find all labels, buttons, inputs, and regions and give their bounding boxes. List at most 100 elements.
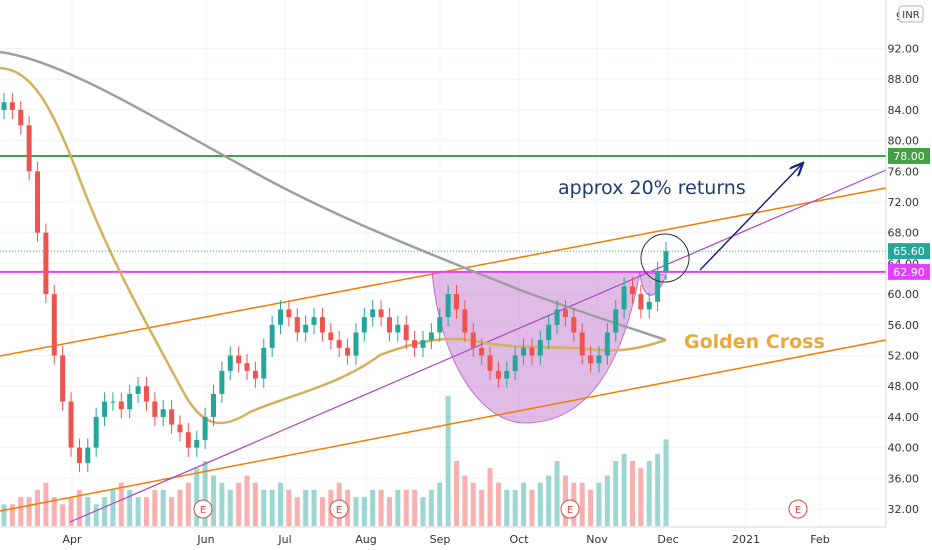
- time-tick-label: Dec: [657, 533, 678, 546]
- price-badge-label: 78.00: [893, 150, 925, 163]
- volume-bar: [663, 439, 669, 526]
- candle-body: [504, 370, 510, 379]
- volume-bar: [487, 468, 493, 526]
- volume-bar: [261, 489, 267, 526]
- candle-body: [60, 355, 66, 402]
- candle-body: [395, 324, 401, 333]
- volume-bar: [537, 482, 543, 526]
- candle-body: [445, 294, 451, 318]
- volume-bar: [638, 468, 644, 526]
- candle-body: [261, 347, 267, 379]
- candle-body: [1, 102, 7, 110]
- candle-body: [160, 409, 166, 417]
- volume-bar: [118, 482, 124, 526]
- volume-bar: [227, 489, 233, 526]
- time-tick-label: Sep: [430, 533, 451, 546]
- ma-200-line: [0, 50, 667, 342]
- breakout-circle: [640, 233, 690, 283]
- volume-bar: [278, 482, 284, 526]
- price-badge-label: 65.60: [893, 245, 925, 258]
- volume-bar: [428, 489, 434, 526]
- volume-bar: [495, 482, 501, 526]
- candle-body: [177, 424, 183, 433]
- volume-bar: [1, 504, 7, 526]
- earnings-event-label: E: [336, 505, 342, 516]
- volume-bar: [236, 482, 242, 526]
- earnings-event-marker: [329, 499, 349, 519]
- candle-body: [345, 347, 351, 356]
- volume-bar: [529, 489, 535, 526]
- overlay-layer: approx 20% returns Golden Cross E E E E: [193, 164, 825, 519]
- volume-bar: [319, 497, 325, 526]
- time-tick-label: 2021: [732, 533, 760, 546]
- volume-bar: [629, 461, 635, 526]
- candle-body: [143, 386, 149, 402]
- volume-bar: [160, 489, 166, 526]
- volume-bar: [311, 489, 317, 526]
- moving-average-layer: [0, 50, 667, 425]
- time-tick-label: Apr: [62, 533, 82, 546]
- candle-body: [152, 401, 158, 417]
- candle-body: [437, 317, 443, 333]
- candle-body: [219, 370, 225, 394]
- volume-bar: [588, 489, 594, 526]
- volume-bar: [68, 497, 74, 526]
- candle-body: [244, 363, 250, 371]
- price-tick-label: 48.00: [888, 380, 920, 393]
- price-tick-label: 40.00: [888, 442, 920, 455]
- volume-bar: [143, 497, 149, 526]
- volume-bar: [370, 489, 376, 526]
- candle-body: [51, 294, 57, 356]
- candle-body: [596, 355, 602, 364]
- candle-body: [278, 309, 284, 325]
- candle-body: [252, 370, 258, 379]
- candle-body: [35, 171, 41, 233]
- volume-bar: [420, 497, 426, 526]
- volume-bar: [479, 489, 485, 526]
- volume-bar: [437, 482, 443, 526]
- price-tick-label: 52.00: [888, 350, 920, 363]
- price-badge-label: 62.90: [893, 266, 925, 279]
- volume-bar: [286, 489, 292, 526]
- candle-body: [588, 355, 594, 364]
- candle-body: [579, 332, 585, 356]
- volume-bar: [604, 475, 610, 526]
- candle-body: [629, 286, 635, 295]
- time-tick-label: Nov: [586, 533, 608, 546]
- candle-body: [93, 416, 99, 448]
- volume-bar: [127, 489, 133, 526]
- lower-channel-line: [0, 339, 887, 512]
- volume-bar: [395, 489, 401, 526]
- volume-bar: [445, 396, 451, 526]
- price-badge: [888, 263, 930, 280]
- price-tick-label: 32.00: [888, 503, 920, 516]
- time-axis: Apr Jun Jul Aug Sep Oct Nov Dec 2021 Feb: [0, 526, 886, 546]
- volume-bar: [521, 482, 527, 526]
- candle-body: [655, 271, 661, 302]
- volume-bar: [110, 489, 116, 526]
- volume-bar: [462, 475, 468, 526]
- volume-bar: [194, 468, 200, 526]
- candle-body: [169, 409, 175, 425]
- volume-bar: [361, 497, 367, 526]
- volume-bar: [43, 482, 49, 526]
- purple-trendline: [69, 169, 887, 523]
- candle-body: [353, 332, 359, 356]
- candle-body: [303, 324, 309, 333]
- volume-bar: [621, 453, 627, 526]
- price-tick-label: 76.00: [888, 165, 920, 178]
- price-tick-label: 80.00: [888, 135, 920, 148]
- candle-body: [420, 340, 426, 348]
- candle-body: [85, 447, 91, 463]
- volume-bar: [51, 497, 57, 526]
- candle-body: [210, 393, 216, 417]
- candle-body: [269, 324, 275, 348]
- price-tick-label: 56.00: [888, 319, 920, 332]
- price-axis: 9INR92.0088.0084.0080.0076.0072.0068.006…: [885, 0, 932, 550]
- handle-shape: [639, 271, 667, 296]
- grid-layer: [0, 0, 886, 527]
- volume-bar: [85, 497, 91, 526]
- candle-body: [311, 317, 317, 325]
- volume-bar: [269, 489, 275, 526]
